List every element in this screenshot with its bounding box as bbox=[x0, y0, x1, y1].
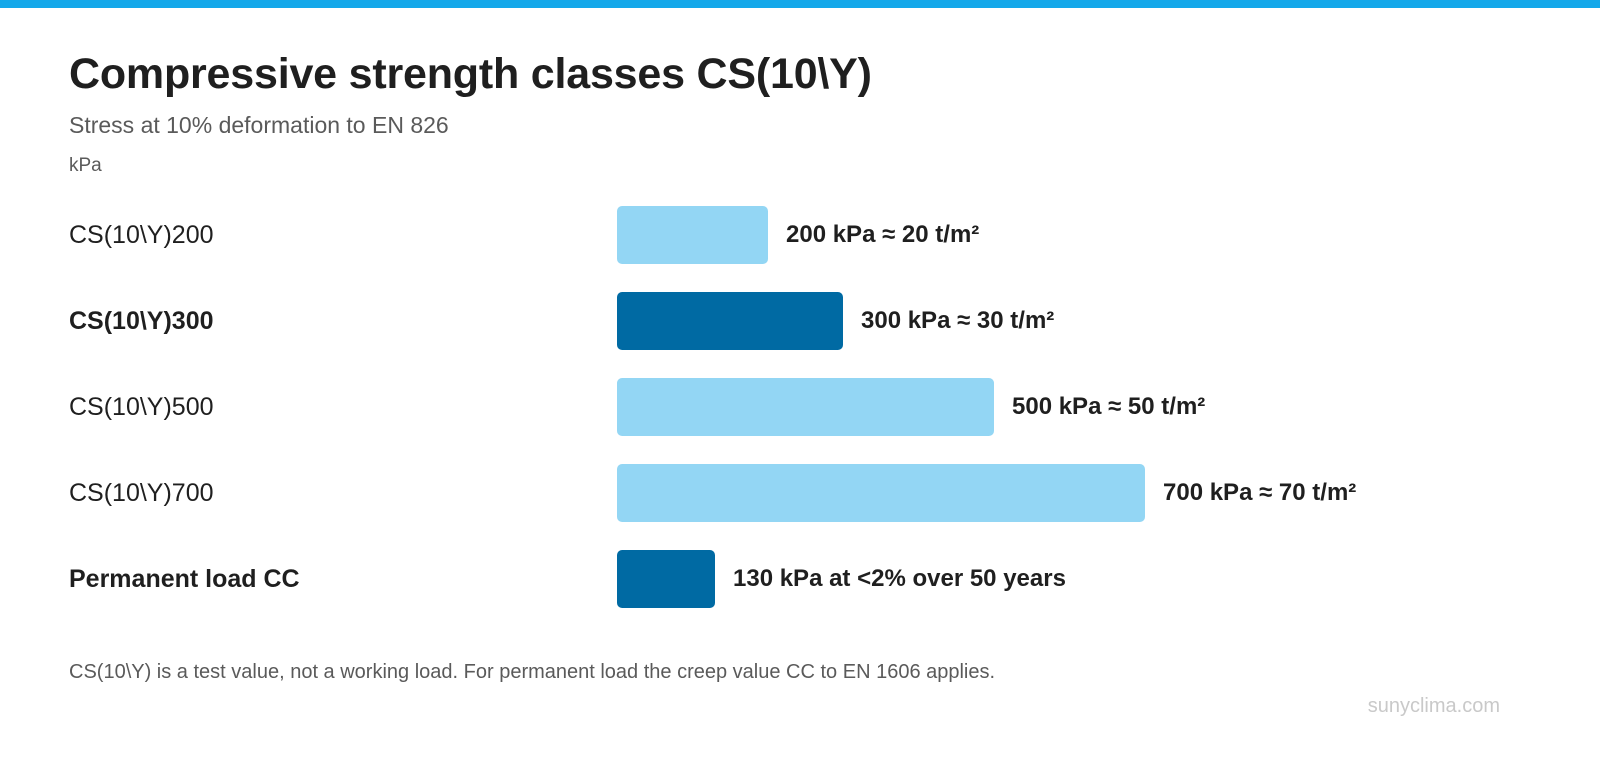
bar-row: CS(10\Y)200 200 kPa ≈ 20 t/m² bbox=[0, 206, 1600, 264]
chart-title: Compressive strength classes CS(10\Y) bbox=[69, 50, 872, 98]
category-label: CS(10\Y)500 bbox=[69, 393, 214, 421]
source-credit: sunyclima.com bbox=[1367, 695, 1500, 717]
category-label: CS(10\Y)300 bbox=[69, 307, 214, 335]
bar-row: CS(10\Y)300 300 kPa ≈ 30 t/m² bbox=[0, 292, 1600, 350]
value-label: 300 kPa ≈ 30 t/m² bbox=[861, 307, 1055, 334]
footnote: CS(10\Y) is a test value, not a working … bbox=[69, 661, 996, 683]
accent-top-bar bbox=[0, 0, 1600, 8]
value-label: 200 kPa ≈ 20 t/m² bbox=[786, 221, 980, 248]
bar-row: Permanent load CC 130 kPa at <2% over 50 … bbox=[0, 550, 1600, 608]
category-label: Permanent load CC bbox=[69, 565, 300, 593]
bar-row: CS(10\Y)500 500 kPa ≈ 50 t/m² bbox=[0, 378, 1600, 436]
value-label: 700 kPa ≈ 70 t/m² bbox=[1163, 479, 1357, 506]
chart-subtitle: Stress at 10% deformation to EN 826 bbox=[69, 112, 449, 138]
bar bbox=[617, 378, 994, 436]
value-label: 130 kPa at <2% over 50 years bbox=[733, 565, 1066, 592]
bar bbox=[617, 292, 843, 350]
bar bbox=[617, 464, 1145, 522]
bar bbox=[617, 550, 715, 608]
bar-row: CS(10\Y)700 700 kPa ≈ 70 t/m² bbox=[0, 464, 1600, 522]
unit-label: kPa bbox=[69, 155, 102, 176]
value-label: 500 kPa ≈ 50 t/m² bbox=[1012, 393, 1206, 420]
bar bbox=[617, 206, 768, 264]
category-label: CS(10\Y)700 bbox=[69, 479, 214, 507]
bar-chart: CS(10\Y)200 200 kPa ≈ 20 t/m² CS(10\Y)300 3… bbox=[0, 190, 1600, 630]
category-label: CS(10\Y)200 bbox=[69, 221, 214, 249]
